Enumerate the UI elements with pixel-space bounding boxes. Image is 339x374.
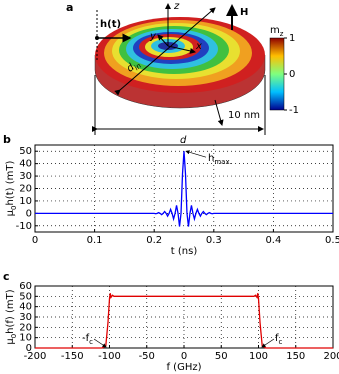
x-tick-label: -150 xyxy=(61,351,84,362)
disk-illustration xyxy=(92,3,285,135)
y-axis-label: μ0h(t) (mT) xyxy=(5,161,18,217)
annotation: fc xyxy=(275,333,283,346)
annotation-arrow xyxy=(185,150,207,158)
text-part: -f xyxy=(82,333,90,344)
colorbar-tick-label: -1 xyxy=(289,105,299,116)
y-tick-label: -10 xyxy=(16,221,32,232)
y-tick-label: 0 xyxy=(26,343,32,354)
inner-diameter-label: din xyxy=(125,58,143,76)
thickness-label: 10 nm xyxy=(228,110,260,121)
panel-label: a xyxy=(66,1,73,14)
y-tick-label: 40 xyxy=(19,159,32,170)
x-tick-label: -100 xyxy=(98,351,121,362)
y-tick-label: 30 xyxy=(19,171,32,182)
plot-frame xyxy=(34,144,334,233)
annotation-arrow xyxy=(261,338,275,348)
data-line xyxy=(35,151,333,227)
x-tick-label: 50 xyxy=(215,351,228,362)
x-tick-label: 0.4 xyxy=(265,235,281,246)
colorbar-tick-label: 0 xyxy=(289,69,295,80)
y-axis-label: μ0h(f) (mT) xyxy=(5,289,18,344)
y-tick-label: 0 xyxy=(26,208,32,219)
axis-label: y xyxy=(149,31,157,42)
bias-label: H xyxy=(240,7,248,18)
y-tick-label: 20 xyxy=(19,322,32,333)
text-part: z xyxy=(280,30,284,38)
x-axis-label: t (ns) xyxy=(171,246,198,257)
panel-label: b xyxy=(3,133,11,146)
x-tick-label: 100 xyxy=(249,351,268,362)
text-part: 0 xyxy=(10,334,18,338)
field-label: h(t) xyxy=(100,19,121,30)
y-tick-label: 10 xyxy=(19,196,32,207)
y-tick-label: 60 xyxy=(19,281,32,292)
y-tick-label: 20 xyxy=(19,184,32,195)
text-part: 0 xyxy=(10,206,18,210)
x-tick-label: 0.3 xyxy=(206,235,222,246)
text-part: h xyxy=(208,153,214,164)
x-tick-label: 0.2 xyxy=(146,235,162,246)
data-line xyxy=(35,293,333,349)
annotation: -fc xyxy=(82,333,93,346)
panel-label: c xyxy=(3,270,10,283)
text-part: in xyxy=(133,62,143,72)
x-tick-label: 0 xyxy=(32,235,38,246)
x-tick-label: -200 xyxy=(24,351,47,362)
x-tick-label: -50 xyxy=(139,351,155,362)
text-part: h(f) (mT) xyxy=(5,289,16,334)
x-axis-label: f (GHz) xyxy=(166,362,201,373)
axis-label: z xyxy=(173,1,180,12)
diameter-label: d xyxy=(180,135,187,146)
text-part: m xyxy=(270,25,280,36)
y-tick-label: 10 xyxy=(19,333,32,344)
axis-label: x xyxy=(195,41,202,52)
y-tick-label: 40 xyxy=(19,302,32,313)
x-tick-label: 200 xyxy=(323,351,339,362)
text-part: c xyxy=(89,338,93,346)
y-tick-label: 30 xyxy=(19,312,32,323)
x-tick-label: 0.1 xyxy=(87,235,103,246)
annotation-arrow xyxy=(93,338,107,348)
y-tick-label: 50 xyxy=(19,146,32,157)
text-part: f xyxy=(275,333,279,344)
y-tick-label: 50 xyxy=(19,291,32,302)
plot-frame xyxy=(34,285,334,349)
colorbar-tick-label: 1 xyxy=(289,33,295,44)
colorbar-title: mz xyxy=(270,25,284,38)
x-tick-label: 0 xyxy=(181,351,187,362)
annotation: hmax. xyxy=(208,153,232,166)
text-part: h(t) (mT) xyxy=(5,161,16,206)
x-tick-label: 0.5 xyxy=(325,235,339,246)
text-part: max. xyxy=(214,158,231,166)
text-part: c xyxy=(279,338,283,346)
text-part: μ xyxy=(5,338,16,345)
text-part: μ xyxy=(5,209,16,216)
x-tick-label: 150 xyxy=(286,351,305,362)
